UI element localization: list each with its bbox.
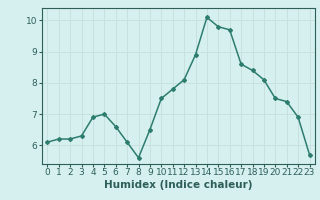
X-axis label: Humidex (Indice chaleur): Humidex (Indice chaleur) (104, 180, 253, 190)
